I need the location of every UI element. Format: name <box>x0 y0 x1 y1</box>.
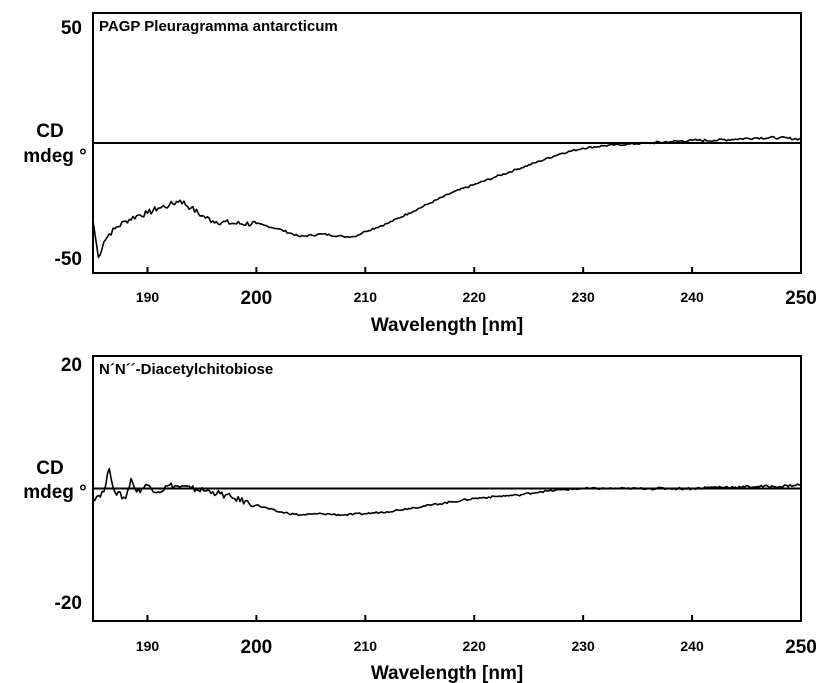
x-tick-label: 210 <box>354 289 378 305</box>
y-tick-label: 20 <box>61 355 82 376</box>
x-tick-label: 200 <box>241 637 273 658</box>
x-tick-label: 230 <box>571 289 595 305</box>
chart-title: PAGP Pleuragramma antarcticum <box>99 18 338 35</box>
chart-panel-2: N´N´´-Diacetylchitobiose CD mdeg ° 20 -20 190… <box>23 355 817 683</box>
x-tick-label: 220 <box>463 289 487 305</box>
x-tick-label: 190 <box>136 289 160 305</box>
x-tick-label: 250 <box>785 637 817 658</box>
y-axis-label: CD <box>36 121 63 142</box>
cd-spectrum-line <box>92 135 802 259</box>
y-tick-label: 50 <box>61 18 82 39</box>
cd-spectrum-line <box>92 467 802 517</box>
chart-title: N´N´´-Diacetylchitobiose <box>99 361 273 378</box>
x-tick-label: 240 <box>680 638 704 654</box>
x-tick-label: 230 <box>571 638 595 654</box>
x-axis-label: Wavelength [nm] <box>371 663 523 683</box>
y-tick-label: -50 <box>55 249 82 270</box>
chart-panel-1: PAGP Pleuragramma antarcticum CD mdeg ° 50 -… <box>23 12 817 336</box>
y-axis-unit-label: mdeg ° <box>23 482 87 503</box>
y-axis-unit-label: mdeg ° <box>23 146 87 167</box>
x-tick-label: 240 <box>680 289 704 305</box>
x-tick-label: 250 <box>785 288 817 309</box>
x-axis-label: Wavelength [nm] <box>371 315 523 336</box>
x-tick-label: 220 <box>463 638 487 654</box>
y-tick-label: -20 <box>55 593 82 614</box>
x-tick-label: 190 <box>136 638 160 654</box>
y-axis-label: CD <box>36 458 63 479</box>
x-tick-label: 200 <box>241 288 273 309</box>
x-tick-label: 210 <box>354 638 378 654</box>
